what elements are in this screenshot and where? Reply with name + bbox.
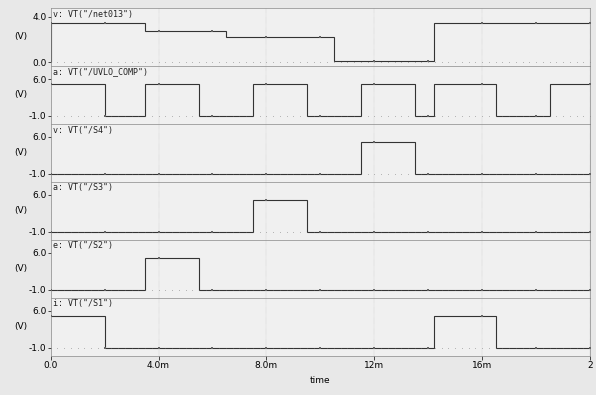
Y-axis label: (V): (V) <box>14 322 27 331</box>
Text: v: VT("/S4"): v: VT("/S4") <box>54 126 113 135</box>
Text: i: VT("/S1"): i: VT("/S1") <box>54 299 113 308</box>
Y-axis label: (V): (V) <box>14 32 27 41</box>
Text: a: VT("/UVLO_COMP"): a: VT("/UVLO_COMP") <box>54 68 148 77</box>
Y-axis label: (V): (V) <box>14 148 27 157</box>
Text: v: VT("/net013"): v: VT("/net013") <box>54 9 134 19</box>
Y-axis label: (V): (V) <box>14 206 27 215</box>
Y-axis label: (V): (V) <box>14 90 27 99</box>
Text: e: VT("/S2"): e: VT("/S2") <box>54 241 113 250</box>
Y-axis label: (V): (V) <box>14 264 27 273</box>
Text: a: VT("/S3"): a: VT("/S3") <box>54 183 113 192</box>
X-axis label: time: time <box>310 376 331 385</box>
